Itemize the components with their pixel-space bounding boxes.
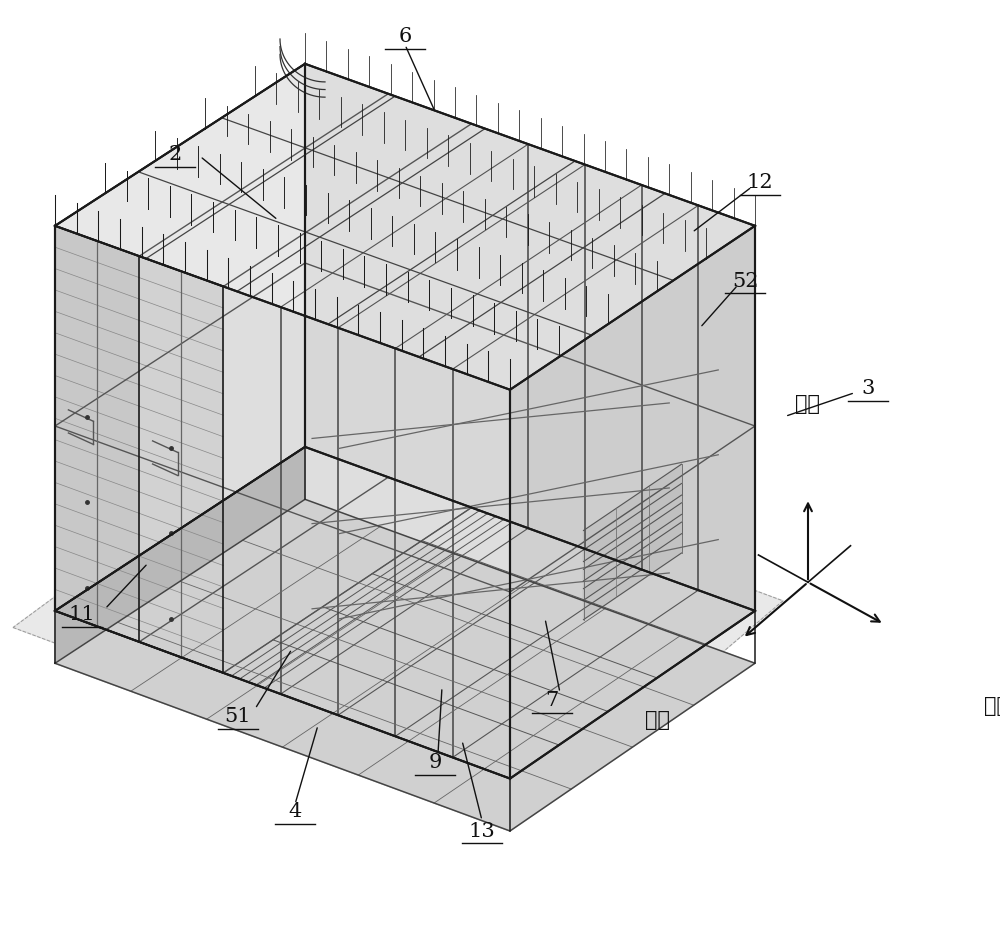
Polygon shape [55, 65, 305, 611]
Text: 11: 11 [69, 605, 95, 624]
Polygon shape [55, 227, 510, 779]
Polygon shape [584, 523, 682, 620]
Text: 9: 9 [428, 752, 442, 771]
Polygon shape [510, 227, 755, 779]
Polygon shape [55, 227, 139, 643]
Text: 13: 13 [469, 821, 495, 840]
Text: 垂向: 垂向 [796, 394, 820, 413]
Text: 51: 51 [225, 706, 251, 725]
Polygon shape [584, 504, 682, 601]
Polygon shape [55, 65, 755, 390]
Text: 4: 4 [288, 802, 302, 821]
Text: 6: 6 [398, 27, 412, 46]
Text: 2: 2 [168, 145, 182, 164]
Polygon shape [584, 465, 682, 562]
Text: 7: 7 [545, 690, 559, 709]
Polygon shape [584, 484, 682, 582]
Polygon shape [55, 611, 510, 831]
Polygon shape [139, 257, 223, 673]
Polygon shape [13, 421, 783, 819]
Polygon shape [55, 447, 305, 664]
Text: 3: 3 [861, 379, 875, 398]
Polygon shape [55, 500, 755, 831]
Text: 纵向: 纵向 [645, 709, 670, 729]
Polygon shape [305, 65, 755, 611]
Text: 12: 12 [747, 173, 773, 192]
Text: 52: 52 [732, 271, 758, 290]
Text: 横向: 横向 [984, 696, 1000, 715]
